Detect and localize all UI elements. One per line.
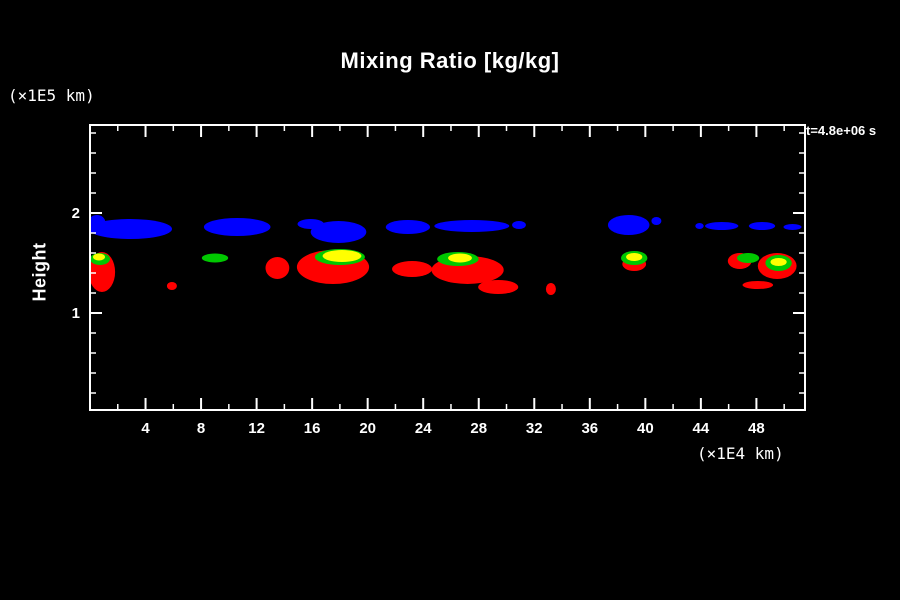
contour-blob-yellow [770, 258, 787, 266]
axis-minor-ticks [90, 125, 805, 410]
contour-blob-yellow [93, 253, 105, 261]
contour-blob-blue [434, 220, 510, 232]
y-tick-label: 1 [72, 305, 80, 322]
time-annotation: t=4.8e+06 s [806, 123, 877, 138]
contour-blob-blue [607, 215, 650, 235]
contour-blob-red [265, 257, 290, 279]
contour-blob-blue [705, 222, 739, 230]
y-tick-label: 2 [72, 205, 80, 222]
x-tick-label: 24 [415, 420, 432, 437]
contour-regions [90, 215, 802, 295]
x-tick-label: 20 [359, 420, 376, 437]
contour-blob-blue [651, 217, 662, 225]
axis-ticks [90, 125, 805, 410]
contour-blob-yellow [626, 253, 643, 261]
contour-blob-green [737, 253, 760, 263]
contour-blob-green [201, 253, 229, 263]
contour-blob-blue [512, 221, 526, 229]
x-tick-label: 44 [693, 420, 710, 437]
contour-blob-red [392, 261, 433, 277]
x-tick-label: 28 [470, 420, 487, 437]
x-tick-label: 4 [141, 420, 150, 437]
contour-blob-blue [310, 221, 367, 243]
x-tick-label: 16 [304, 420, 321, 437]
contour-blob-red [545, 283, 556, 295]
contour-blob-red [478, 280, 519, 294]
x-tick-label: 36 [581, 420, 598, 437]
x-tick-label: 8 [197, 420, 205, 437]
contour-blob-blue [783, 224, 802, 230]
contour-blob-blue [695, 223, 704, 229]
x-tick-label: 12 [248, 420, 265, 437]
contour-blob-red [166, 282, 177, 290]
chart-title: Mixing Ratio [kg/kg] [340, 48, 560, 73]
contour-blob-blue [90, 219, 172, 239]
x-axis-unit-label: (×1E4 km) [697, 444, 784, 463]
contour-blob-blue [203, 218, 271, 236]
contour-blob-red [742, 281, 774, 289]
x-tick-label: 48 [748, 420, 765, 437]
contour-blob-blue [385, 220, 431, 234]
y-axis-unit-label: (×1E5 km) [8, 86, 95, 105]
axis-frame [89, 124, 806, 411]
x-tick-label: 40 [637, 420, 654, 437]
contour-blob-blue [748, 222, 776, 230]
x-tick-label: 32 [526, 420, 543, 437]
contour-blob-yellow [322, 250, 362, 262]
contour-blob-yellow [448, 253, 472, 263]
